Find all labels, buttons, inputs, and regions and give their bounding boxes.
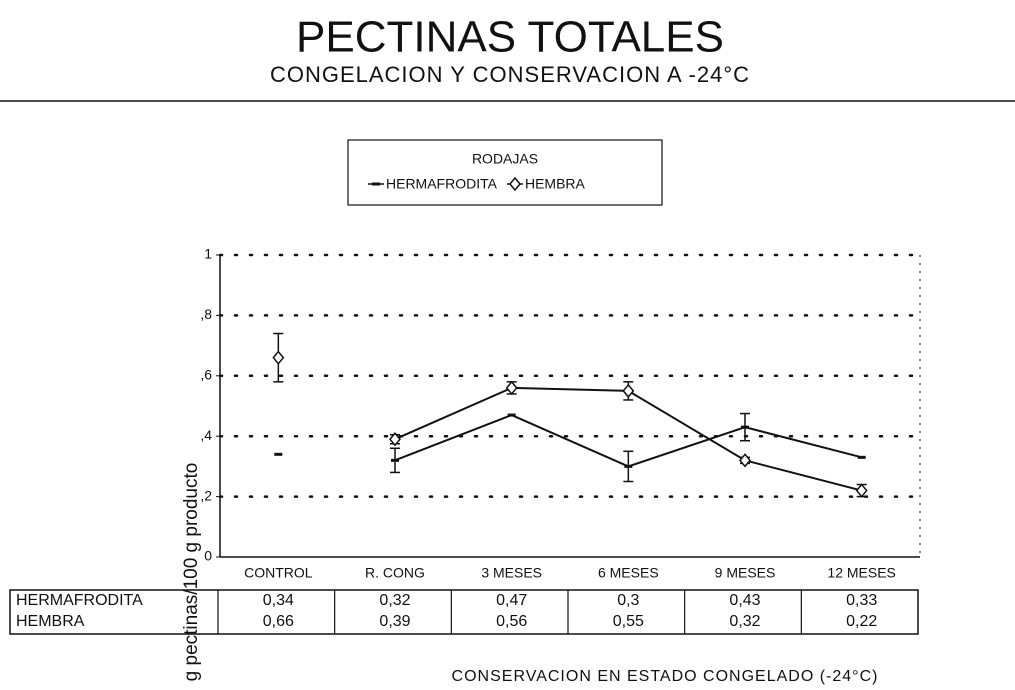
table-row-label: HERMAFRODITA <box>16 592 143 609</box>
table-border <box>9 589 919 635</box>
x-tick-label: 12 MESES <box>827 565 895 581</box>
y-tick-label: ,8 <box>200 306 212 322</box>
table-cell: 0,32 <box>729 613 760 630</box>
point <box>274 452 283 456</box>
table-cell: 0,33 <box>846 592 877 609</box>
y-tick-label: ,2 <box>200 487 212 503</box>
chart-subtitle: CONGELACION Y CONSERVACION A -24°C <box>270 62 750 87</box>
table-row-label: HEMBRA <box>16 613 85 630</box>
y-tick-label: 0 <box>204 548 212 564</box>
point <box>507 413 516 417</box>
point <box>624 464 633 468</box>
point <box>389 432 401 447</box>
x-tick-label: R. CONG <box>365 565 425 581</box>
table-cell: 0,43 <box>729 592 760 609</box>
point <box>857 455 866 459</box>
legend-label: HERMAFRODITA <box>386 176 498 192</box>
table-cell: 0,22 <box>846 613 877 630</box>
legend-marker <box>508 176 521 192</box>
legend-marker <box>372 182 380 186</box>
point <box>855 483 868 498</box>
point <box>739 453 751 468</box>
y-tick-label: 1 <box>204 246 212 262</box>
legend-label: HEMBRA <box>525 176 586 192</box>
table-cell: 0,66 <box>263 613 294 630</box>
table-cell: 0,47 <box>496 592 527 609</box>
legend-title: RODAJAS <box>472 151 538 167</box>
y-tick-label: ,4 <box>200 427 212 443</box>
table-cell: 0,32 <box>379 592 410 609</box>
y-axis-label: g pectinas/100 g producto <box>181 463 202 682</box>
x-axis-label: CONSERVACION EN ESTADO CONGELADO (-24°C) <box>452 668 879 685</box>
chart-title: PECTINAS TOTALES <box>296 13 724 62</box>
point <box>741 425 749 429</box>
x-tick-label: CONTROL <box>244 565 313 581</box>
table-cell: 0,55 <box>613 613 644 630</box>
x-tick-label: 3 MESES <box>481 565 542 581</box>
x-tick-label: 6 MESES <box>598 565 659 581</box>
table-cell: 0,34 <box>263 592 294 609</box>
point <box>272 350 285 365</box>
x-tick-label: 9 MESES <box>715 565 776 581</box>
table-cell: 0,56 <box>496 613 527 630</box>
table-cell: 0,3 <box>617 592 639 609</box>
y-tick-label: ,6 <box>200 367 212 383</box>
point <box>622 383 635 399</box>
table-cell: 0,39 <box>379 613 410 630</box>
legend-box <box>347 139 663 206</box>
point <box>505 380 518 396</box>
point <box>391 458 399 462</box>
